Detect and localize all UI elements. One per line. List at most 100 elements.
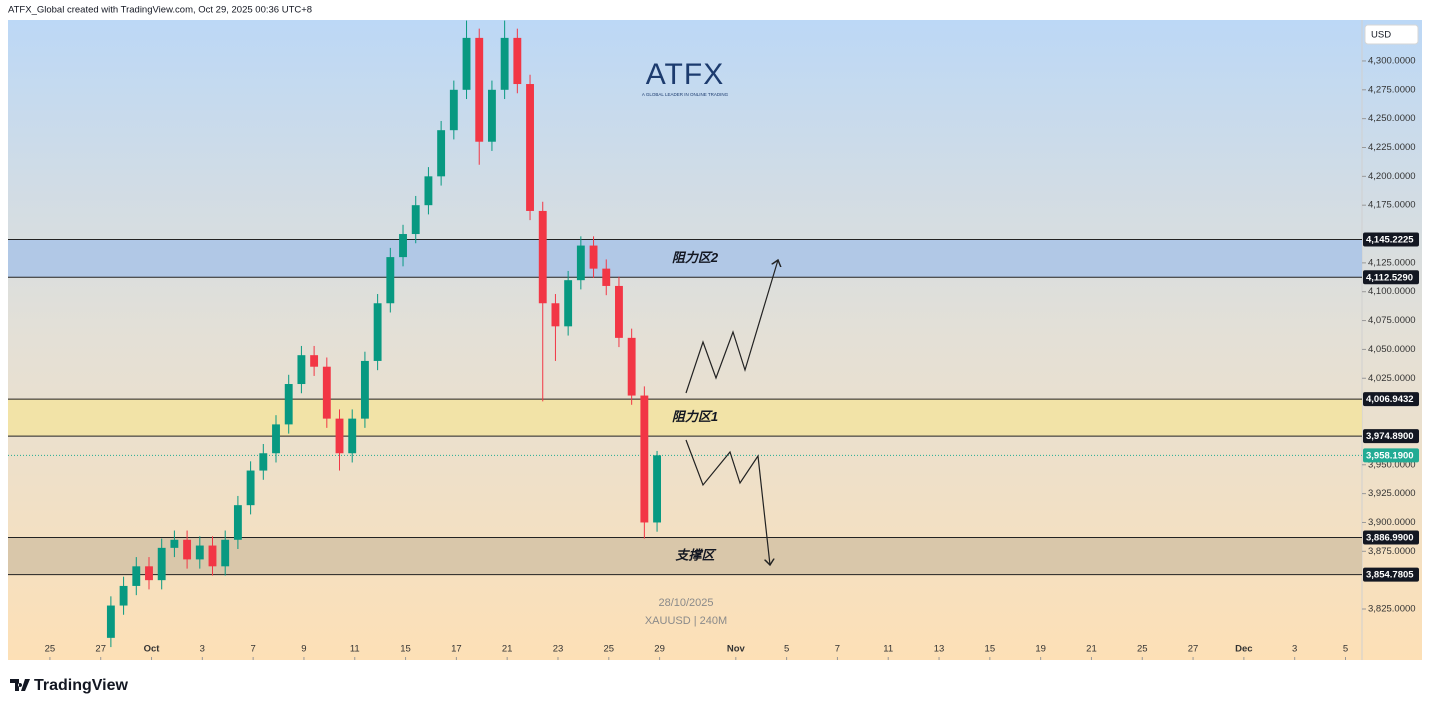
- candle-body: [564, 280, 573, 327]
- y-tick-label: 4,025.0000: [1368, 373, 1416, 384]
- y-tick-label: 4,250.0000: [1368, 113, 1416, 124]
- candle-body: [411, 205, 420, 235]
- projection-up: [685, 260, 778, 394]
- candle-body: [157, 547, 166, 581]
- x-tick-label: 21: [502, 644, 513, 655]
- candle-body: [449, 89, 458, 131]
- footer-icon: [10, 679, 30, 691]
- candle-body: [132, 566, 141, 586]
- level-label: 4,006.9432: [1366, 394, 1414, 405]
- candle-body: [386, 257, 395, 304]
- candle-body: [526, 84, 534, 211]
- x-tick-label: 9: [301, 644, 306, 655]
- x-tick-label: 3: [200, 644, 205, 655]
- candle-body: [106, 605, 115, 638]
- x-tick-label: 19: [1035, 644, 1046, 655]
- candle-body: [500, 37, 509, 90]
- watermark-symbol: XAUUSD | 240M: [645, 615, 727, 627]
- candle-body: [640, 395, 649, 523]
- y-tick-label: 4,300.0000: [1368, 55, 1416, 66]
- candle-body: [653, 455, 661, 523]
- candle-body: [576, 245, 585, 281]
- y-tick-label: 3,925.0000: [1368, 488, 1416, 499]
- candle-body: [322, 366, 331, 419]
- x-tick-label: 5: [784, 644, 789, 655]
- candle-body: [602, 268, 611, 286]
- level-label: 3,886.9900: [1366, 532, 1414, 543]
- candle-body: [348, 418, 357, 454]
- level-label-box: [1363, 530, 1419, 545]
- level-label-box: [1363, 448, 1419, 463]
- candle-body: [221, 539, 230, 567]
- level-label-box: [1363, 232, 1419, 247]
- x-tick-label: 23: [553, 644, 564, 655]
- candle-body: [538, 210, 547, 304]
- x-tick-label: 7: [835, 644, 840, 655]
- level-label: 3,974.8900: [1366, 431, 1414, 442]
- candle-body: [513, 37, 522, 85]
- candle-body: [462, 37, 471, 90]
- level-label-box: [1363, 567, 1419, 582]
- x-tick-label: 25: [1137, 644, 1148, 655]
- x-tick-label: 7: [250, 644, 255, 655]
- candle-body: [589, 245, 598, 269]
- y-tick-label: 4,275.0000: [1368, 84, 1416, 95]
- candle-body: [310, 355, 319, 367]
- candle-body: [437, 130, 446, 177]
- candle-body: [195, 545, 204, 560]
- watermark-date: 28/10/2025: [658, 597, 713, 609]
- header: ATFX_Global created with TradingView.com…: [8, 5, 312, 16]
- currency: USD: [1371, 30, 1391, 41]
- zone: [8, 399, 1362, 437]
- candle-body: [183, 539, 192, 560]
- candle-body: [119, 585, 128, 606]
- level-label: 3,958.1900: [1366, 450, 1414, 461]
- zone-label: 阻力区2: [672, 250, 719, 265]
- y-tick-label: 4,075.0000: [1368, 315, 1416, 326]
- logo-tagline: A GLOBAL LEADER IN ONLINE TRADING: [642, 92, 729, 97]
- candle-body: [551, 303, 560, 327]
- candle-body: [335, 418, 344, 454]
- candle-body: [424, 176, 433, 206]
- level-label-box: [1363, 270, 1419, 285]
- y-tick-label: 3,825.0000: [1368, 604, 1416, 615]
- level-label: 3,854.7805: [1366, 570, 1414, 581]
- y-tick-label: 3,875.0000: [1368, 546, 1416, 557]
- level-label: 4,112.5290: [1366, 272, 1413, 283]
- projection-down: [685, 439, 770, 565]
- x-tick-label: 27: [95, 644, 106, 655]
- level-label-box: [1363, 429, 1419, 444]
- y-tick-label: 4,175.0000: [1368, 200, 1416, 211]
- candle-body: [399, 234, 407, 258]
- candle-body: [170, 539, 179, 548]
- footer-brand: TradingView: [34, 677, 129, 694]
- currency-box[interactable]: [1364, 24, 1419, 45]
- y-tick-label: 4,125.0000: [1368, 257, 1416, 268]
- candle-body: [246, 470, 255, 506]
- candle-body: [297, 355, 306, 385]
- x-tick-label: Dec: [1235, 644, 1252, 655]
- candle-body: [284, 384, 293, 425]
- level-label: 4,145.2225: [1366, 235, 1414, 246]
- logo: ATFX A GLOBAL LEADER IN ONLINE TRADING: [642, 58, 729, 97]
- y-tick-label: 3,950.0000: [1368, 459, 1416, 470]
- x-tick-label: 5: [1343, 644, 1348, 655]
- x-tick-label: 3: [1292, 644, 1297, 655]
- x-tick-label: 25: [604, 644, 615, 655]
- x-tick-label: 11: [883, 644, 893, 655]
- footer-logo: TradingView: [10, 677, 129, 694]
- y-tick-label: 4,050.0000: [1368, 344, 1416, 355]
- candle-body: [259, 453, 268, 471]
- zone: [8, 239, 1362, 278]
- candle-body: [145, 566, 153, 581]
- candle-body: [627, 337, 636, 396]
- x-tick-label: 29: [654, 644, 665, 655]
- x-tick-label: 15: [400, 644, 411, 655]
- candle-body: [360, 360, 369, 419]
- level-label-box: [1363, 392, 1419, 407]
- x-tick-label: Oct: [144, 644, 161, 655]
- zone: [8, 537, 1362, 575]
- x-tick-label: 27: [1188, 644, 1199, 655]
- candle-body: [615, 285, 623, 338]
